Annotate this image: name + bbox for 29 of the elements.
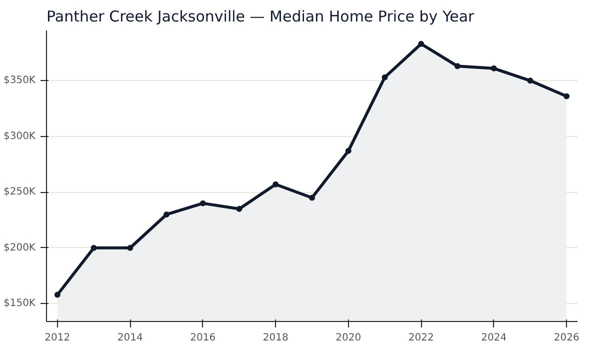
point: [309, 194, 315, 201]
x-tick-label: 2014: [117, 332, 143, 343]
point: [527, 78, 534, 84]
x-tick-label: 2016: [190, 332, 216, 343]
y-tick-label: $150K: [3, 298, 36, 310]
y-tick-label: $200K: [3, 242, 36, 254]
y-tick-label: $350K: [3, 75, 36, 86]
y-tick-label: $300K: [3, 130, 36, 142]
x-tick-label: 2026: [554, 332, 580, 343]
x-tick-label: 2020: [336, 332, 362, 343]
x-tick-label: 2024: [481, 332, 507, 343]
x-tick-label: 2022: [408, 332, 434, 343]
point: [272, 181, 279, 188]
point: [90, 244, 97, 251]
point: [382, 74, 388, 80]
point: [236, 206, 242, 212]
x-tick-label: 2018: [262, 332, 288, 343]
point: [345, 148, 352, 154]
point: [490, 65, 497, 72]
point: [164, 211, 170, 218]
point: [564, 93, 570, 100]
point: [54, 292, 60, 298]
chart-title: Panther Creek Jacksonville — Median Home Price by Year: [46, 8, 476, 26]
point: [127, 244, 134, 251]
point: [454, 63, 460, 70]
y-tick-label: $250K: [3, 186, 36, 198]
point: [418, 40, 424, 47]
x-tick-label: 2012: [44, 332, 70, 343]
point: [200, 200, 206, 206]
